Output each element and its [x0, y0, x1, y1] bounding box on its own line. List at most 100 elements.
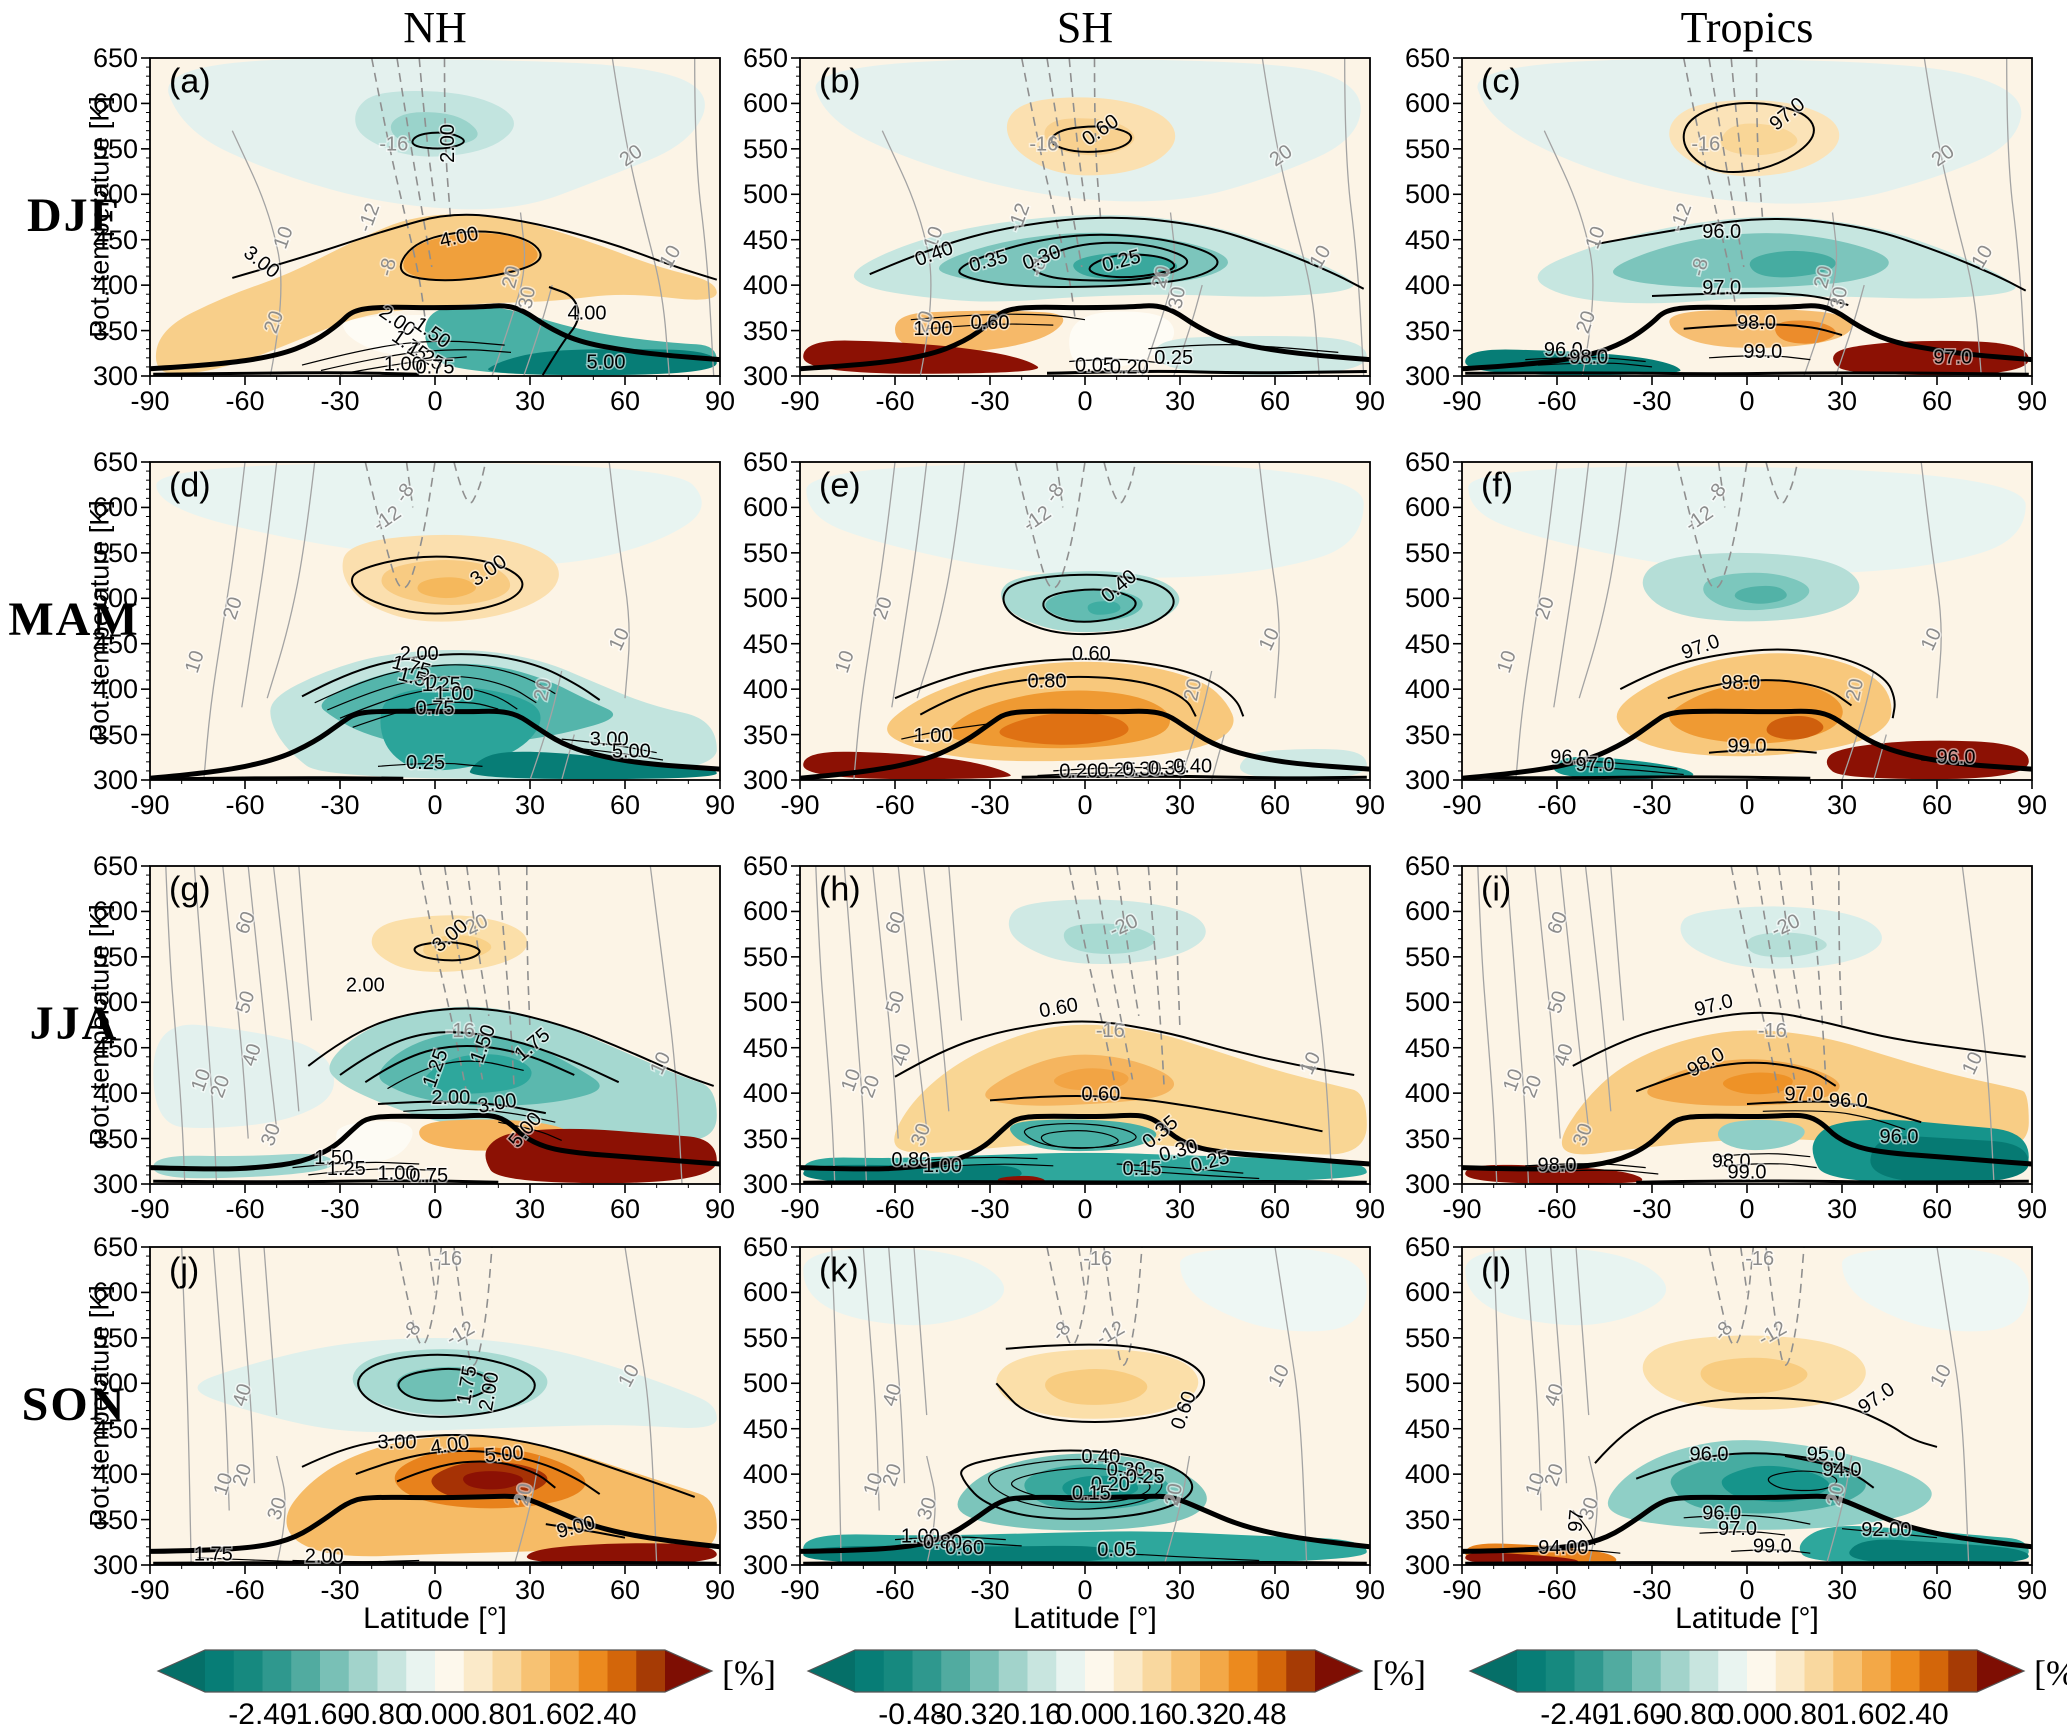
colorbar-segment [912, 1650, 942, 1692]
black-contour-line [1541, 1169, 1659, 1175]
y-tick-label: 600 [92, 492, 138, 523]
gray-contour-line [1299, 866, 1333, 1184]
y-tick-label: 650 [1404, 447, 1450, 477]
y-tick-label: 550 [1404, 941, 1450, 972]
colorbar-segment [1056, 1650, 1086, 1692]
colorbar-tick-label: -2.40 [228, 1698, 297, 1730]
x-tick-label: -30 [970, 790, 1010, 820]
tropopause-line [1462, 1493, 2032, 1554]
shaded-region [469, 751, 717, 780]
x-tick-label: 0 [1077, 386, 1093, 416]
black-contour-line [910, 313, 1086, 321]
y-tick-label: 550 [92, 941, 138, 972]
black-contour-line [301, 1433, 696, 1498]
y-tick-label: 550 [742, 941, 788, 972]
y-tick-label: 400 [92, 674, 138, 705]
shaded-region [999, 712, 1129, 745]
gray-contour-line [193, 866, 218, 1184]
y-tick-label: 500 [742, 987, 788, 1018]
panel-letter: (d) [169, 467, 211, 505]
black-contour-label: 92.00 [1861, 1519, 1911, 1541]
black-contour-label: 2.00 [305, 1545, 344, 1567]
y-tick-label: 400 [1404, 1459, 1450, 1490]
gray-contour-line [1274, 1247, 1308, 1565]
black-contour-label: 0.25 [1154, 347, 1193, 369]
panel-g: 605040102030-20-16103.002.001.751.501.25… [141, 865, 721, 1193]
black-contour-line [387, 1060, 524, 1090]
y-tick-label: 350 [742, 315, 788, 346]
black-contour-line [1040, 1130, 1119, 1149]
y-tick-label: 500 [742, 583, 788, 614]
black-contour-line [1667, 679, 1853, 707]
colorbar-tick-label: -0.32 [935, 1698, 1005, 1730]
colorbar-segment [521, 1650, 551, 1692]
x-tick-label: 0 [1077, 1194, 1093, 1224]
colorbar-tick-label: -0.48 [878, 1698, 947, 1730]
black-contour-line [364, 1044, 575, 1084]
gray-contour-line [181, 1247, 192, 1565]
gray-contour-line [263, 1247, 278, 1416]
x-tick-label: 90 [704, 790, 736, 820]
y-tick-label: 650 [92, 1232, 138, 1262]
black-contour-label: 0.20 [1059, 760, 1098, 782]
colorbar-segment [855, 1650, 885, 1692]
shaded-region [463, 1471, 523, 1490]
gray-contour-line [853, 462, 896, 780]
gray-dashed-contour-line [1103, 462, 1137, 504]
gray-contour-label: 30 [1827, 285, 1853, 311]
gray-contour-line [1553, 462, 1590, 708]
gray-contour-line [891, 462, 928, 708]
x-tick-label: 0 [427, 1575, 443, 1605]
x-tick-label: 90 [704, 1575, 736, 1605]
y-tick-label: 450 [742, 628, 788, 659]
shaded-region [1721, 1465, 1830, 1502]
x-tick-label: 60 [1921, 386, 1953, 416]
colorbar-tick-label: 0.48 [1228, 1698, 1287, 1730]
colorbar-segment [492, 1650, 522, 1692]
black-contour-label: 0.75 [416, 356, 455, 378]
colorbar-segment [1286, 1650, 1316, 1692]
x-tick-label: 30 [514, 386, 546, 416]
black-contour-label: 0.15 [1123, 1158, 1162, 1180]
y-tick-label: 300 [742, 1550, 788, 1580]
gray-contour-label: -16 [379, 134, 408, 156]
black-contour-label: 99.0 [1728, 1162, 1767, 1184]
gray-contour-line [1835, 284, 1865, 376]
black-contour-label: 1.25 [422, 674, 461, 696]
colorbar-segment [1027, 1650, 1057, 1692]
gray-contour-line [608, 462, 630, 699]
x-tick-label: -30 [1632, 386, 1672, 416]
gray-dashed-contour-line [418, 58, 436, 204]
panel-letter: (j) [169, 1252, 199, 1290]
x-tick-label: 0 [1077, 1575, 1093, 1605]
gray-contour-line [611, 58, 670, 376]
y-tick-label: 600 [742, 88, 788, 119]
gray-dashed-contour-line [443, 866, 484, 1080]
black-contour-line [413, 941, 481, 962]
y-tick-label: 600 [742, 492, 788, 523]
y-tick-label: 450 [742, 1413, 788, 1444]
x-tick-label: -30 [320, 1194, 360, 1224]
gray-contour-line [922, 866, 950, 1112]
colorbar-segment [1632, 1650, 1662, 1692]
y-tick-label: 350 [92, 1504, 138, 1535]
x-tick-label: -90 [1442, 1575, 1482, 1605]
gray-contour-line [1477, 866, 1498, 1184]
gray-contour-line [1920, 462, 1942, 699]
panel-letter: (i) [1481, 871, 1511, 909]
colorbar-segment [1200, 1650, 1230, 1692]
x-tick-label: 30 [1826, 1194, 1858, 1224]
panel-d: -8-12201010203.002.001.751.501.251.000.7… [141, 461, 721, 789]
black-contour-label: 0.30 [1123, 759, 1162, 781]
colorbar-segment [1171, 1650, 1201, 1692]
gray-contour-line [881, 130, 932, 376]
black-contour-line [545, 1523, 626, 1539]
colorbar-segment [578, 1650, 608, 1692]
x-tick-label: 30 [1164, 386, 1196, 416]
black-contour-line [339, 687, 518, 719]
black-contour-line [1537, 362, 1653, 368]
gray-contour-line [231, 130, 282, 376]
x-tick-label: -60 [1537, 790, 1577, 820]
x-tick-label: -60 [1537, 1575, 1577, 1605]
